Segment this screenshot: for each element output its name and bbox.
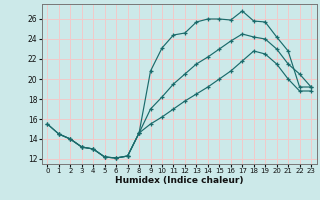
X-axis label: Humidex (Indice chaleur): Humidex (Indice chaleur) xyxy=(115,176,244,185)
